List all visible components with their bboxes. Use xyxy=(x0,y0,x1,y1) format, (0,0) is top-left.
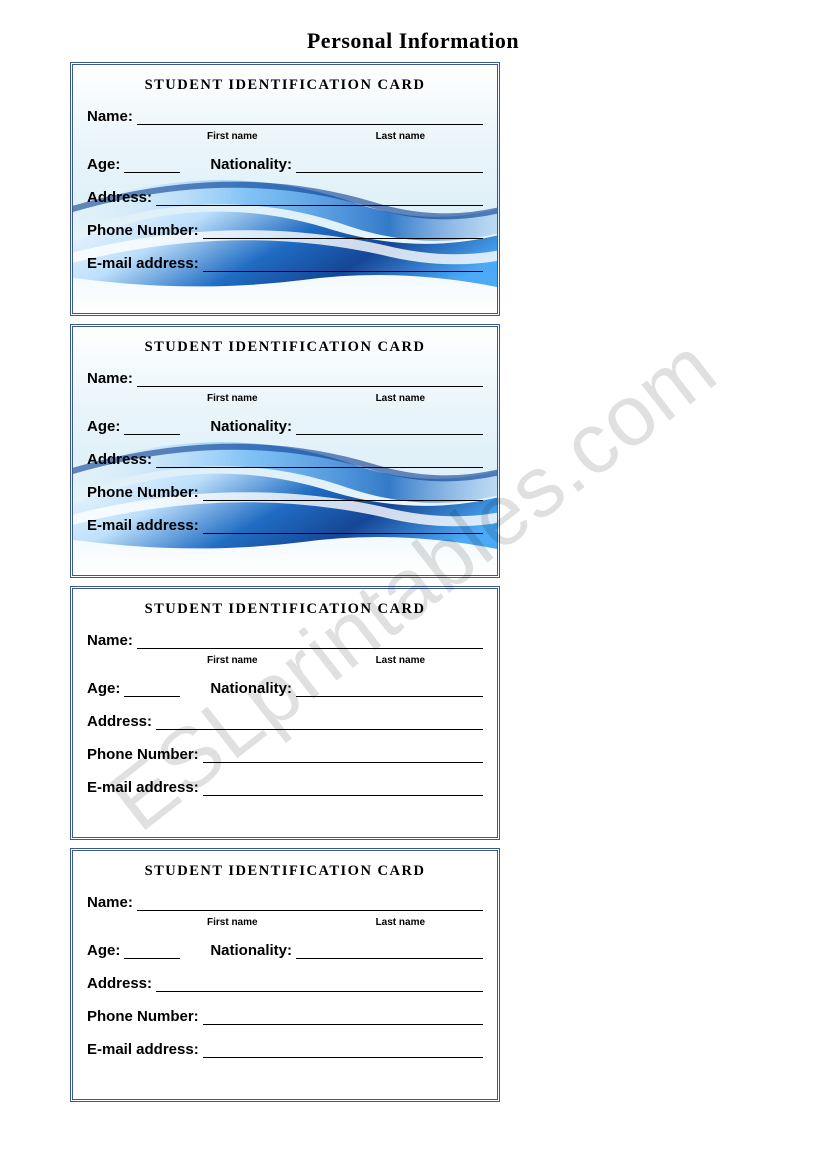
address-input-line[interactable] xyxy=(156,191,483,206)
address-row: Address: xyxy=(87,451,483,468)
phone-label: Phone Number: xyxy=(87,484,199,501)
last-name-sublabel: Last name xyxy=(376,393,425,404)
phone-row: Phone Number: xyxy=(87,484,483,501)
email-input-line[interactable] xyxy=(203,1043,483,1058)
nationality-input-line[interactable] xyxy=(296,158,483,173)
name-sublabels: First name Last name xyxy=(87,393,483,404)
age-input-line[interactable] xyxy=(124,944,180,959)
email-label: E-mail address: xyxy=(87,1041,199,1058)
age-nationality-row: Age: Nationality: xyxy=(87,680,483,697)
page-title: Personal Information xyxy=(70,28,756,54)
name-input-line[interactable] xyxy=(137,896,483,911)
card-title: STUDENT IDENTIFICATION CARD xyxy=(87,863,483,880)
name-label: Name: xyxy=(87,632,133,649)
nationality-input-line[interactable] xyxy=(296,682,483,697)
email-row: E-mail address: xyxy=(87,255,483,272)
email-row: E-mail address: xyxy=(87,779,483,796)
age-label: Age: xyxy=(87,418,120,435)
address-row: Address: xyxy=(87,189,483,206)
email-input-line[interactable] xyxy=(203,519,483,534)
age-label: Age: xyxy=(87,942,120,959)
name-sublabels: First name Last name xyxy=(87,917,483,928)
address-input-line[interactable] xyxy=(156,977,483,992)
nationality-label: Nationality: xyxy=(210,156,292,173)
phone-input-line[interactable] xyxy=(203,224,483,239)
address-label: Address: xyxy=(87,713,152,730)
age-input-line[interactable] xyxy=(124,158,180,173)
phone-label: Phone Number: xyxy=(87,746,199,763)
name-row: Name: xyxy=(87,108,483,125)
address-label: Address: xyxy=(87,189,152,206)
name-row: Name: xyxy=(87,894,483,911)
nationality-input-line[interactable] xyxy=(296,420,483,435)
age-input-line[interactable] xyxy=(124,682,180,697)
last-name-sublabel: Last name xyxy=(376,131,425,142)
name-label: Name: xyxy=(87,370,133,387)
age-nationality-row: Age: Nationality: xyxy=(87,418,483,435)
nationality-input-line[interactable] xyxy=(296,944,483,959)
email-label: E-mail address: xyxy=(87,779,199,796)
address-row: Address: xyxy=(87,713,483,730)
age-nationality-row: Age: Nationality: xyxy=(87,942,483,959)
email-row: E-mail address: xyxy=(87,1041,483,1058)
cards-container: STUDENT IDENTIFICATION CARD Name: First … xyxy=(70,62,756,1102)
email-row: E-mail address: xyxy=(87,517,483,534)
name-row: Name: xyxy=(87,632,483,649)
card-title: STUDENT IDENTIFICATION CARD xyxy=(87,601,483,618)
phone-row: Phone Number: xyxy=(87,222,483,239)
age-label: Age: xyxy=(87,156,120,173)
phone-label: Phone Number: xyxy=(87,222,199,239)
name-sublabels: First name Last name xyxy=(87,131,483,142)
first-name-sublabel: First name xyxy=(207,131,258,142)
name-label: Name: xyxy=(87,108,133,125)
nationality-label: Nationality: xyxy=(210,418,292,435)
phone-input-line[interactable] xyxy=(203,748,483,763)
phone-row: Phone Number: xyxy=(87,746,483,763)
first-name-sublabel: First name xyxy=(207,393,258,404)
age-input-line[interactable] xyxy=(124,420,180,435)
name-sublabels: First name Last name xyxy=(87,655,483,666)
name-label: Name: xyxy=(87,894,133,911)
email-label: E-mail address: xyxy=(87,517,199,534)
email-label: E-mail address: xyxy=(87,255,199,272)
phone-label: Phone Number: xyxy=(87,1008,199,1025)
last-name-sublabel: Last name xyxy=(376,917,425,928)
first-name-sublabel: First name xyxy=(207,655,258,666)
name-row: Name: xyxy=(87,370,483,387)
name-input-line[interactable] xyxy=(137,372,483,387)
name-input-line[interactable] xyxy=(137,634,483,649)
student-id-card: STUDENT IDENTIFICATION CARD Name: First … xyxy=(70,62,500,316)
last-name-sublabel: Last name xyxy=(376,655,425,666)
student-id-card: STUDENT IDENTIFICATION CARD Name: First … xyxy=(70,324,500,578)
age-label: Age: xyxy=(87,680,120,697)
email-input-line[interactable] xyxy=(203,781,483,796)
nationality-label: Nationality: xyxy=(210,942,292,959)
address-input-line[interactable] xyxy=(156,453,483,468)
address-label: Address: xyxy=(87,451,152,468)
phone-input-line[interactable] xyxy=(203,1010,483,1025)
phone-input-line[interactable] xyxy=(203,486,483,501)
name-input-line[interactable] xyxy=(137,110,483,125)
nationality-label: Nationality: xyxy=(210,680,292,697)
student-id-card: STUDENT IDENTIFICATION CARD Name: First … xyxy=(70,586,500,840)
first-name-sublabel: First name xyxy=(207,917,258,928)
address-row: Address: xyxy=(87,975,483,992)
age-nationality-row: Age: Nationality: xyxy=(87,156,483,173)
address-input-line[interactable] xyxy=(156,715,483,730)
phone-row: Phone Number: xyxy=(87,1008,483,1025)
card-title: STUDENT IDENTIFICATION CARD xyxy=(87,339,483,356)
address-label: Address: xyxy=(87,975,152,992)
email-input-line[interactable] xyxy=(203,257,483,272)
student-id-card: STUDENT IDENTIFICATION CARD Name: First … xyxy=(70,848,500,1102)
worksheet-page: Personal Information STUDENT IDENTIFICAT… xyxy=(0,0,826,1130)
card-title: STUDENT IDENTIFICATION CARD xyxy=(87,77,483,94)
